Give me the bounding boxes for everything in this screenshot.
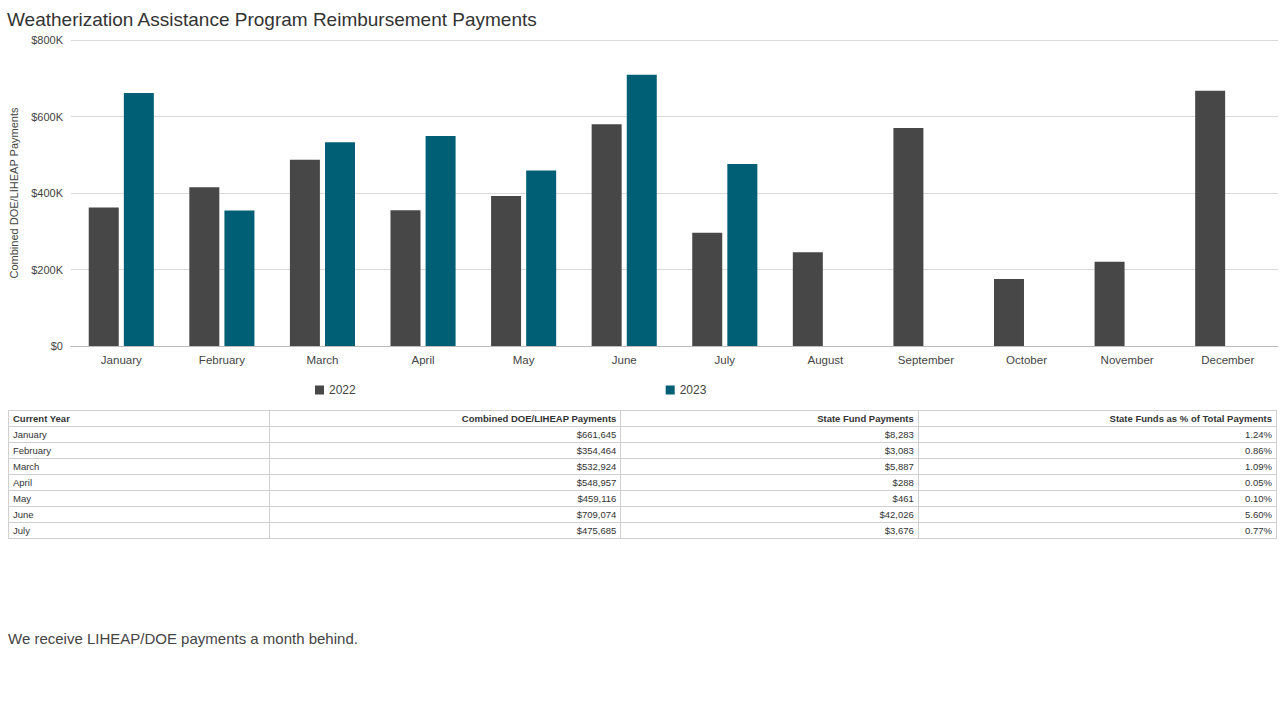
- html-text:January: January: [13, 429, 47, 440]
- html-text:0.10%: 0.10%: [1245, 493, 1272, 504]
- svg-text:November: November: [1101, 354, 1154, 366]
- html-text:5.60%: 5.60%: [1245, 509, 1272, 520]
- html-text:$3,676: $3,676: [884, 525, 914, 536]
- svg-text:October: October: [1006, 354, 1047, 366]
- svg-text:February: February: [199, 354, 245, 366]
- svg-text:$600K: $600K: [31, 111, 63, 123]
- html-text:$42,026: $42,026: [879, 509, 914, 520]
- html-text:0.05%: 0.05%: [1245, 477, 1272, 488]
- svg-text:$0: $0: [51, 340, 63, 352]
- svg-text:December: December: [1201, 354, 1254, 366]
- html-text:$5,887: $5,887: [884, 461, 914, 472]
- html-text:$8,283: $8,283: [884, 429, 914, 440]
- svg-text:2023: 2023: [680, 383, 707, 397]
- html-text:$354,464: $354,464: [576, 445, 617, 456]
- html-text:Current Year: Current Year: [13, 413, 70, 424]
- svg-text:July: July: [715, 354, 736, 366]
- svg-text:2022: 2022: [329, 383, 356, 397]
- html-text:$461: $461: [892, 493, 914, 504]
- svg-text:September: September: [898, 354, 954, 366]
- svg-text:Weatherization Assistance Prog: Weatherization Assistance Program Reimbu…: [7, 9, 537, 30]
- svg-text:August: August: [807, 354, 844, 366]
- html-text:June: June: [13, 509, 34, 520]
- html-text:February: February: [13, 445, 51, 456]
- html-text:$459,116: $459,116: [577, 493, 617, 504]
- svg-text:$400K: $400K: [31, 187, 63, 199]
- html-text:0.86%: 0.86%: [1245, 445, 1272, 456]
- html-text:0.77%: 0.77%: [1245, 525, 1272, 536]
- svg-text:March: March: [306, 354, 338, 366]
- html-text:$475,685: $475,685: [576, 525, 617, 536]
- html-text:May: May: [13, 493, 31, 504]
- html-text:$661,645: $661,645: [576, 429, 617, 440]
- svg-text:$200K: $200K: [31, 264, 63, 276]
- html-text:1.24%: 1.24%: [1245, 429, 1272, 440]
- html-text:April: April: [13, 477, 32, 488]
- html-text:Combined DOE/LIHEAP Payments: Combined DOE/LIHEAP Payments: [461, 413, 617, 424]
- html-text:$288: $288: [892, 477, 914, 488]
- svg-text:May: May: [513, 354, 535, 366]
- svg-text:January: January: [101, 354, 142, 366]
- html-text:July: July: [13, 525, 30, 536]
- html-text:$548,957: $548,957: [576, 477, 617, 488]
- html-text:$709,074: $709,074: [576, 509, 617, 520]
- html-text:State Funds as % of Total Paym: State Funds as % of Total Payments: [1109, 413, 1272, 424]
- html-text:1.09%: 1.09%: [1245, 461, 1272, 472]
- svg-text:Combined DOE/LIHEAP Payments: Combined DOE/LIHEAP Payments: [8, 107, 20, 278]
- html-text:We receive LIHEAP/DOE payments: We receive LIHEAP/DOE payments a month b…: [8, 630, 358, 647]
- svg-text:$800K: $800K: [31, 34, 63, 46]
- svg-text:April: April: [412, 354, 435, 366]
- html-text:$3,083: $3,083: [884, 445, 914, 456]
- html-text:State Fund Payments: State Fund Payments: [817, 413, 914, 424]
- html-text:March: March: [13, 461, 40, 472]
- svg-text:June: June: [612, 354, 637, 366]
- html-text:$532,924: $532,924: [576, 461, 617, 472]
